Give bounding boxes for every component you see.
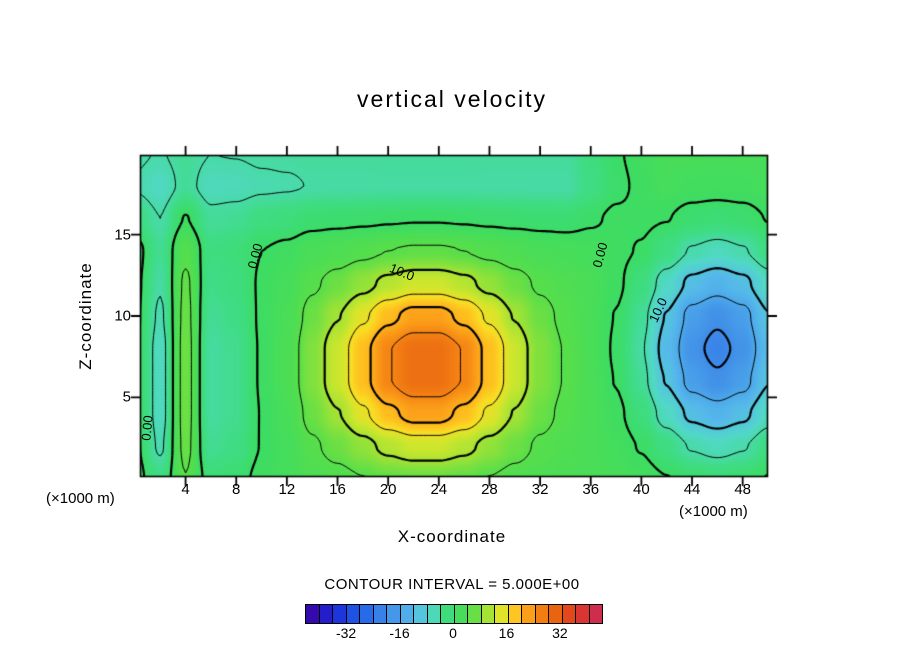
- x-tick-label: 4: [181, 481, 190, 498]
- colorbar-segment: [319, 605, 333, 623]
- colorbar-segment: [333, 605, 347, 623]
- colorbar-segment: [427, 605, 441, 623]
- colorbar-segment: [414, 605, 428, 623]
- contour-interval-note: CONTOUR INTERVAL = 5.000E+00: [324, 576, 580, 593]
- x-tick-label: 32: [531, 481, 549, 498]
- x-tick-label: 20: [379, 481, 397, 498]
- colorbar-segment: [508, 605, 522, 623]
- z-tick-label: 10: [114, 307, 131, 325]
- x-tick-label: 16: [329, 481, 346, 498]
- x-tick-label: 40: [633, 481, 650, 498]
- colorbar-segment: [522, 605, 536, 623]
- z-tick-label: 15: [114, 226, 131, 244]
- x-unit-label-right: (×1000 m): [679, 503, 748, 520]
- z-axis-label: Z-coordinate: [76, 262, 95, 370]
- contour-line-label: 0.00: [138, 414, 156, 442]
- colorbar-tick-label: 16: [498, 625, 515, 641]
- colorbar-segment: [495, 605, 509, 623]
- colorbar: [305, 604, 603, 624]
- x-tick-label: 24: [430, 481, 448, 498]
- colorbar-segment: [535, 605, 549, 623]
- colorbar-segment: [441, 605, 455, 623]
- colorbar-segment: [360, 605, 374, 623]
- colorbar-tick-label: 32: [552, 625, 568, 641]
- colorbar-segment: [576, 605, 590, 623]
- chart-title: vertical velocity: [357, 86, 547, 112]
- x-tick-label: 28: [481, 481, 498, 498]
- colorbar-segment: [589, 605, 602, 623]
- colorbar-segment: [549, 605, 563, 623]
- colorbar-segment: [387, 605, 401, 623]
- x-tick-label: 12: [278, 481, 296, 498]
- colorbar-segment: [454, 605, 468, 623]
- colorbar-segment: [346, 605, 360, 623]
- x-tick-label: 44: [683, 481, 701, 498]
- x-tick-label: 48: [734, 481, 752, 498]
- x-axis-label: X-coordinate: [397, 527, 507, 546]
- colorbar-segment: [562, 605, 576, 623]
- colorbar-tick-label: -32: [335, 625, 357, 641]
- x-tick-label: 36: [582, 481, 600, 498]
- colorbar-tick-label: -16: [389, 625, 410, 641]
- colorbar-segment: [481, 605, 495, 623]
- x-unit-label-left: (×1000 m): [46, 490, 115, 507]
- z-tick-label: 5: [122, 388, 131, 406]
- colorbar-tick-label: 0: [449, 625, 457, 641]
- colorbar-segment: [468, 605, 482, 623]
- colorbar-segment: [306, 605, 320, 623]
- colorbar-segment: [400, 605, 414, 623]
- x-tick-label: 8: [232, 481, 241, 498]
- colorbar-segment: [373, 605, 387, 623]
